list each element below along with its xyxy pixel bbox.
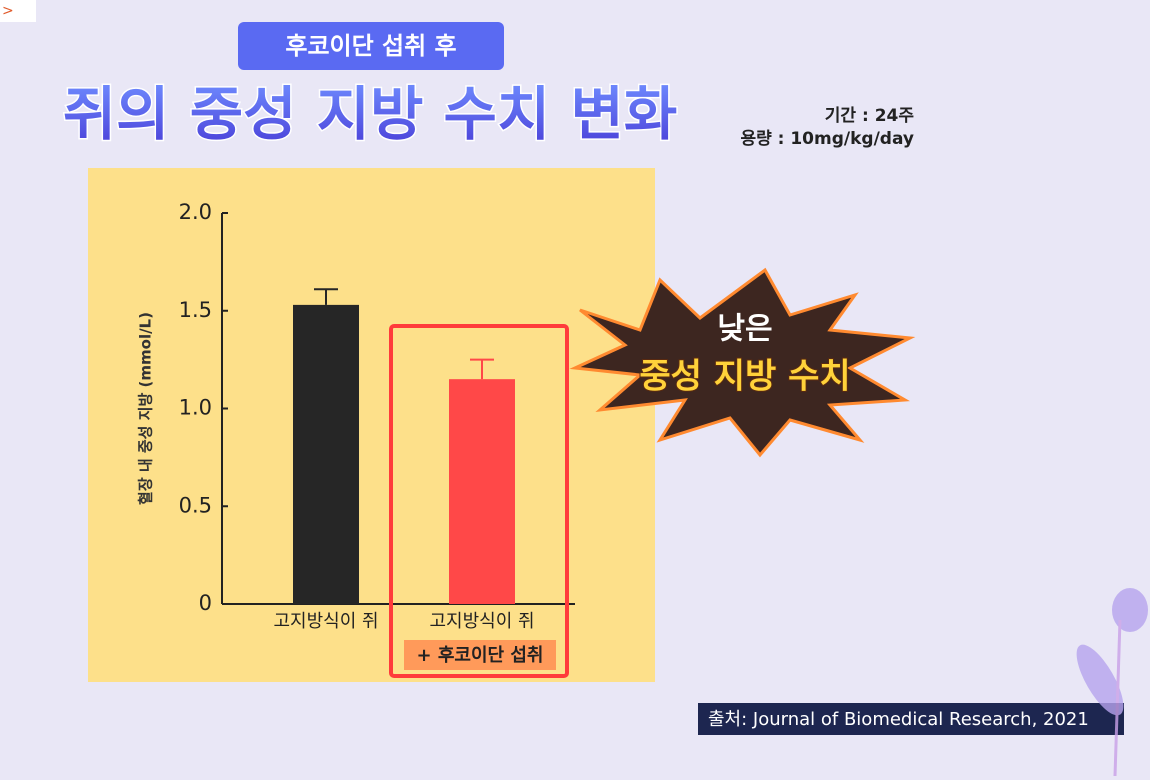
y-tick-label: 0.5	[179, 493, 212, 517]
bar	[293, 304, 359, 604]
study-period: 기간 : 24주	[825, 106, 915, 126]
highlight-label: + 후코이단 섭취	[417, 645, 544, 666]
title: 쥐의 중성 지방 수치 변화	[63, 80, 677, 148]
badge	[238, 22, 504, 70]
y-tick-label: 2.0	[179, 200, 212, 224]
chart-panel	[88, 168, 655, 682]
source: 출처: Journal of Biomedical Research, 2021	[708, 709, 1089, 730]
corner-mark: >	[2, 3, 14, 19]
badge-text: 후코이단 섭취 후	[285, 32, 456, 60]
bar	[449, 379, 515, 604]
study-dose: 용량 : 10mg/kg/day	[740, 129, 914, 149]
source-box	[698, 703, 1124, 735]
x-tick-label: 고지방식이 쥐	[429, 611, 534, 632]
callout-line2: 중성 지방 수치	[639, 357, 850, 397]
highlight-box	[389, 324, 569, 678]
callout-burst	[569, 267, 916, 458]
y-axis-label: 혈장 내 중성 지방 (mmol/L)	[137, 312, 155, 505]
decoration	[1076, 588, 1148, 777]
corner-box	[0, 0, 36, 22]
callout-line1: 낮은	[717, 312, 772, 347]
y-tick-label: 1.0	[179, 396, 212, 420]
highlight-label-bg	[404, 640, 556, 670]
y-tick-label: 0	[199, 591, 212, 615]
x-tick-label: 고지방식이 쥐	[273, 611, 378, 632]
y-tick-label: 1.5	[179, 298, 212, 322]
